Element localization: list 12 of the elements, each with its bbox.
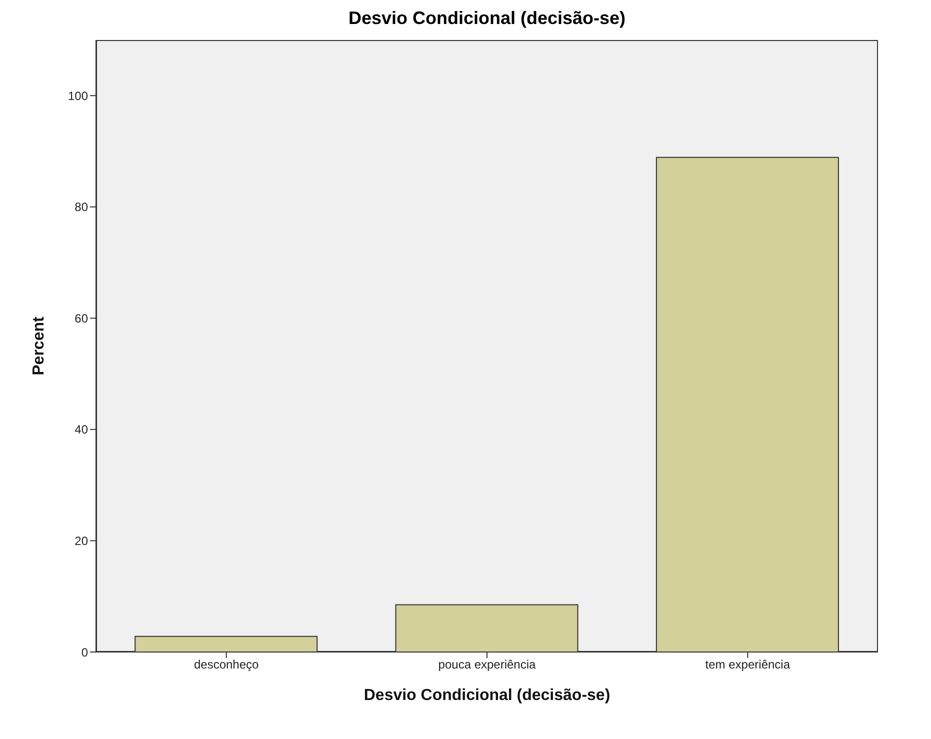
y-tick-label: 80 (74, 200, 88, 214)
x-tick-label: pouca experiência (438, 658, 536, 672)
x-tick-label: tem experiência (705, 658, 790, 672)
y-tick-label: 100 (68, 88, 88, 103)
x-axis-title: Desvio Condicional (decisão-se) (364, 687, 610, 704)
y-tick-label: 20 (74, 534, 88, 548)
y-tick-label: 40 (74, 422, 88, 437)
chart-title: Desvio Condicional (decisão-se) (347, 8, 627, 30)
y-tick-label: 60 (74, 311, 88, 326)
y-axis-title: Percent (30, 316, 48, 376)
y-tick-label: 0 (81, 645, 88, 660)
x-tick-label: desconheço (194, 658, 260, 672)
